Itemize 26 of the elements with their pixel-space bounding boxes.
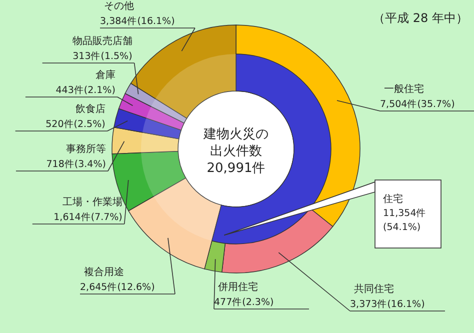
text: （平成 28 年中） — [373, 11, 468, 25]
text: 20,991件 — [206, 161, 266, 176]
data-label: 3,384件(16.1%) — [100, 16, 175, 27]
slice-label: 物品販売店舗 — [72, 35, 132, 47]
data-label: 3,373件(16.1%) — [350, 299, 425, 310]
text: 出火件数 — [210, 144, 262, 159]
slice-label: 併用住宅 — [218, 281, 258, 293]
data-label: 2,645件(12.6%) — [80, 282, 155, 293]
data-label: 477件(2.3%) — [214, 297, 274, 308]
slice-label: 工場・作業場 — [62, 196, 122, 208]
slice-label: 複合用途 — [84, 266, 124, 278]
data-label: 313件(1.5%) — [72, 51, 132, 62]
data-label: 718件(3.4%) — [46, 159, 106, 170]
data-label: 7,504件(35.7%) — [380, 99, 455, 110]
slice-label: その他 — [104, 0, 134, 12]
data-label: 11,354件(54.1%) — [383, 208, 426, 233]
text: 建物火災の — [202, 127, 268, 142]
slice-label: 事務所等 — [66, 143, 106, 155]
slice-label: 共同住宅 — [354, 283, 394, 295]
data-label: 1,614件(7.7%) — [54, 212, 122, 223]
slice-label: 倉庫 — [95, 69, 116, 81]
data-label: 443件(2.1%) — [56, 85, 116, 96]
slice-label: 一般住宅 — [384, 83, 424, 95]
slice-label: 住宅 — [383, 193, 403, 205]
data-label: 520件(2.5%) — [46, 119, 106, 130]
slice-label: 飲食店 — [75, 103, 106, 115]
